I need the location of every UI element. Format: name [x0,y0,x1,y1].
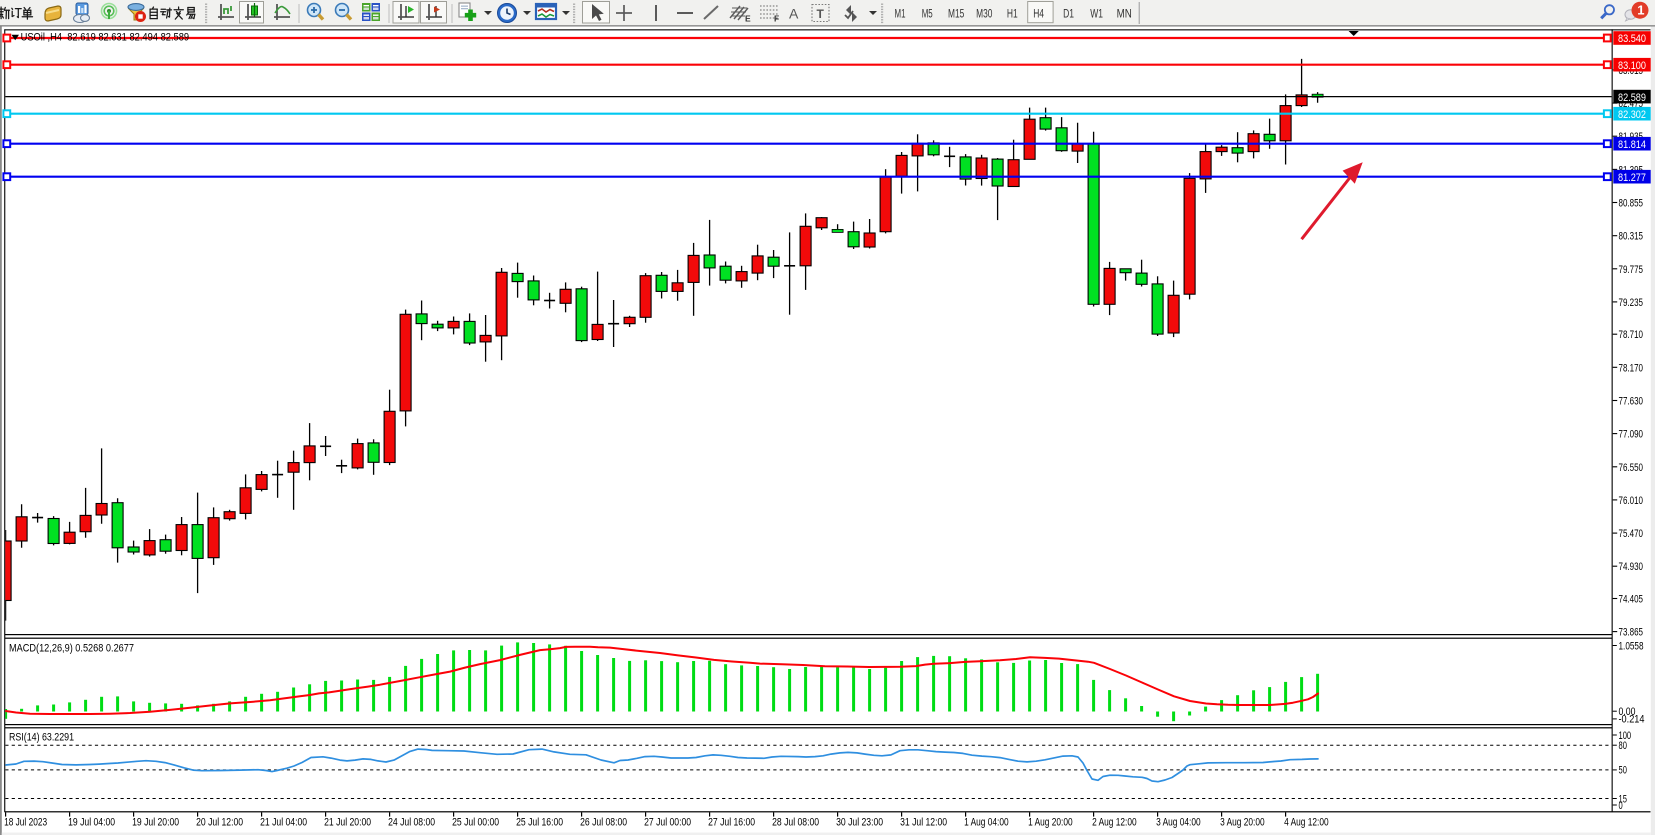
svg-text:73.865: 73.865 [1619,627,1644,639]
svg-text:24 Jul 08:00: 24 Jul 08:00 [388,817,435,829]
svg-text:D1: D1 [1063,9,1074,21]
svg-text:27 Jul 00:00: 27 Jul 00:00 [644,817,691,829]
svg-text:77.630: 77.630 [1619,396,1644,408]
svg-text:25 Jul 00:00: 25 Jul 00:00 [452,817,499,829]
svg-text:30 Jul 23:00: 30 Jul 23:00 [836,817,883,829]
svg-text:100: 100 [1619,730,1632,742]
svg-text:E: E [745,14,751,24]
svg-text:MACD(12,26,9) 0.5268 0.2677: MACD(12,26,9) 0.5268 0.2677 [9,643,134,655]
svg-text:RSI(14) 63.2291: RSI(14) 63.2291 [9,732,74,744]
svg-text:83.540: 83.540 [1618,33,1646,45]
svg-text:19 Jul 20:00: 19 Jul 20:00 [132,817,179,829]
svg-text:T: T [817,7,825,21]
svg-text:3 Aug 20:00: 3 Aug 20:00 [1220,817,1265,829]
svg-text:80.315: 80.315 [1619,231,1644,243]
svg-text:3 Aug 04:00: 3 Aug 04:00 [1156,817,1201,829]
svg-text:0.00: 0.00 [1619,706,1636,718]
svg-text:20 Jul 12:00: 20 Jul 12:00 [196,817,243,829]
svg-text:28 Jul 08:00: 28 Jul 08:00 [772,817,819,829]
svg-text:1.0558: 1.0558 [1619,640,1644,652]
svg-text:H1: H1 [1007,9,1018,21]
svg-text:78.170: 78.170 [1619,362,1644,374]
svg-text:H4: H4 [1033,9,1044,21]
svg-text:21 Jul 20:00: 21 Jul 20:00 [324,817,371,829]
svg-text:15: 15 [1619,793,1627,805]
svg-text:1: 1 [1637,3,1644,18]
svg-text:77.090: 77.090 [1619,429,1644,441]
svg-text:25 Jul 16:00: 25 Jul 16:00 [516,817,563,829]
svg-text:W1: W1 [1090,9,1103,21]
svg-text:50: 50 [1619,765,1627,777]
svg-text:80: 80 [1619,740,1627,752]
svg-text:1 Aug 20:00: 1 Aug 20:00 [1028,817,1073,829]
svg-text:2 Aug 12:00: 2 Aug 12:00 [1092,817,1137,829]
svg-text:-0.214: -0.214 [1619,714,1645,726]
svg-text:31 Jul 12:00: 31 Jul 12:00 [900,817,947,829]
svg-text:79.235: 79.235 [1619,297,1644,309]
svg-text:M1: M1 [895,9,906,21]
svg-text:F: F [774,14,779,24]
svg-text:82.589: 82.589 [1618,92,1646,104]
svg-text:76.010: 76.010 [1619,495,1644,507]
svg-text:M30: M30 [976,9,992,21]
svg-text:0: 0 [1619,800,1623,812]
svg-text:19 Jul 04:00: 19 Jul 04:00 [68,817,115,829]
svg-text:26 Jul 08:00: 26 Jul 08:00 [580,817,627,829]
svg-text:21 Jul 04:00: 21 Jul 04:00 [260,817,307,829]
svg-text:1 Aug 04:00: 1 Aug 04:00 [964,817,1009,829]
svg-text:USOil ,H4 82.619 82.631 82.49: USOil ,H4 82.619 82.631 82.494 82.589 [21,32,190,44]
svg-text:82.302: 82.302 [1618,109,1646,121]
svg-text:A: A [789,6,799,22]
svg-text:4 Aug 12:00: 4 Aug 12:00 [1284,817,1329,829]
svg-text:75.470: 75.470 [1619,528,1644,540]
svg-text:78.710: 78.710 [1619,329,1644,341]
svg-text:18 Jul 2023: 18 Jul 2023 [4,817,47,829]
svg-text:76.550: 76.550 [1619,462,1644,474]
svg-text:M5: M5 [922,9,933,21]
svg-text:83.100: 83.100 [1618,60,1646,72]
svg-text:74.930: 74.930 [1619,561,1644,573]
svg-text:80.855: 80.855 [1619,198,1644,210]
svg-text:81.277: 81.277 [1618,172,1646,184]
svg-text:MN: MN [1117,9,1132,21]
svg-text:81.814: 81.814 [1618,139,1646,151]
svg-text:M15: M15 [948,9,964,21]
svg-text:27 Jul 16:00: 27 Jul 16:00 [708,817,755,829]
svg-text:74.405: 74.405 [1619,594,1644,606]
svg-text:79.775: 79.775 [1619,264,1644,276]
